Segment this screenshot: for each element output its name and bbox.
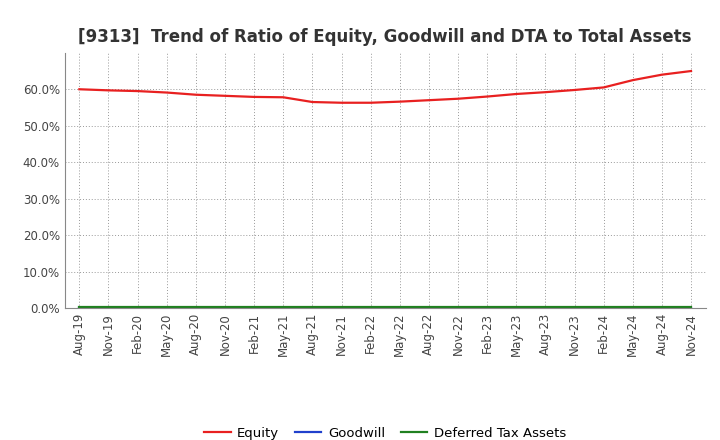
Goodwill [599, 305, 608, 311]
Deferred Tax Assets [133, 304, 142, 310]
Deferred Tax Assets [220, 304, 229, 310]
Equity [570, 88, 579, 93]
Equity [629, 77, 637, 83]
Line: Equity: Equity [79, 71, 691, 103]
Equity [541, 89, 550, 95]
Equity [75, 87, 84, 92]
Deferred Tax Assets [687, 304, 696, 310]
Deferred Tax Assets [483, 304, 492, 310]
Equity [133, 88, 142, 94]
Deferred Tax Assets [425, 304, 433, 310]
Goodwill [337, 305, 346, 311]
Equity [279, 95, 287, 100]
Goodwill [687, 305, 696, 311]
Equity [163, 90, 171, 95]
Deferred Tax Assets [599, 304, 608, 310]
Goodwill [483, 305, 492, 311]
Goodwill [75, 305, 84, 311]
Goodwill [279, 305, 287, 311]
Deferred Tax Assets [250, 304, 258, 310]
Equity [308, 99, 317, 105]
Equity [192, 92, 200, 97]
Deferred Tax Assets [366, 304, 375, 310]
Goodwill [425, 305, 433, 311]
Goodwill [192, 305, 200, 311]
Equity [483, 94, 492, 99]
Equity [250, 94, 258, 99]
Equity [366, 100, 375, 106]
Goodwill [104, 305, 113, 311]
Goodwill [366, 305, 375, 311]
Title: [9313]  Trend of Ratio of Equity, Goodwill and DTA to Total Assets: [9313] Trend of Ratio of Equity, Goodwil… [78, 28, 692, 46]
Equity [337, 100, 346, 106]
Equity [687, 68, 696, 73]
Equity [512, 92, 521, 97]
Deferred Tax Assets [279, 304, 287, 310]
Equity [220, 93, 229, 99]
Goodwill [454, 305, 462, 311]
Goodwill [395, 305, 404, 311]
Deferred Tax Assets [104, 304, 113, 310]
Deferred Tax Assets [395, 304, 404, 310]
Deferred Tax Assets [163, 304, 171, 310]
Equity [657, 72, 666, 77]
Deferred Tax Assets [192, 304, 200, 310]
Deferred Tax Assets [629, 304, 637, 310]
Equity [425, 98, 433, 103]
Deferred Tax Assets [541, 304, 550, 310]
Deferred Tax Assets [75, 304, 84, 310]
Equity [395, 99, 404, 104]
Deferred Tax Assets [454, 304, 462, 310]
Equity [104, 88, 113, 93]
Deferred Tax Assets [512, 304, 521, 310]
Goodwill [250, 305, 258, 311]
Deferred Tax Assets [657, 304, 666, 310]
Goodwill [541, 305, 550, 311]
Goodwill [570, 305, 579, 311]
Goodwill [163, 305, 171, 311]
Deferred Tax Assets [308, 304, 317, 310]
Goodwill [308, 305, 317, 311]
Deferred Tax Assets [570, 304, 579, 310]
Goodwill [657, 305, 666, 311]
Goodwill [629, 305, 637, 311]
Goodwill [133, 305, 142, 311]
Legend: Equity, Goodwill, Deferred Tax Assets: Equity, Goodwill, Deferred Tax Assets [199, 422, 572, 440]
Goodwill [512, 305, 521, 311]
Equity [454, 96, 462, 101]
Deferred Tax Assets [337, 304, 346, 310]
Equity [599, 85, 608, 90]
Goodwill [220, 305, 229, 311]
